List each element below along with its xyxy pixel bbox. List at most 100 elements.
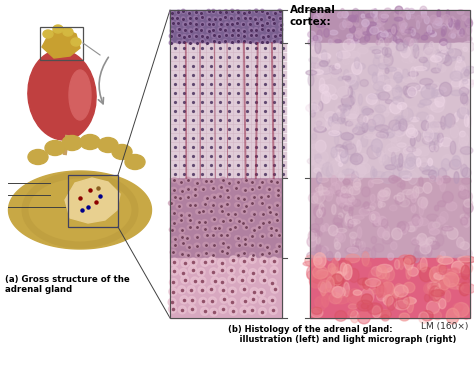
Ellipse shape <box>260 27 264 31</box>
Ellipse shape <box>449 159 461 170</box>
Bar <box>216 152 224 160</box>
Ellipse shape <box>236 28 240 32</box>
Bar <box>216 98 224 106</box>
Ellipse shape <box>454 302 469 317</box>
Ellipse shape <box>258 194 264 199</box>
Ellipse shape <box>365 278 381 287</box>
Bar <box>198 116 206 124</box>
Bar <box>170 258 282 318</box>
Ellipse shape <box>343 58 350 65</box>
Bar <box>243 98 251 106</box>
Ellipse shape <box>398 221 409 233</box>
Ellipse shape <box>460 262 473 274</box>
Ellipse shape <box>456 237 464 248</box>
Ellipse shape <box>350 311 359 323</box>
Ellipse shape <box>423 60 430 71</box>
Ellipse shape <box>406 162 415 170</box>
Bar <box>252 152 260 160</box>
Bar <box>171 161 179 169</box>
Bar <box>216 62 224 70</box>
Ellipse shape <box>273 34 277 38</box>
Ellipse shape <box>310 275 321 288</box>
Ellipse shape <box>332 113 338 123</box>
Bar <box>261 116 269 124</box>
Ellipse shape <box>345 214 352 224</box>
Ellipse shape <box>230 22 234 26</box>
Ellipse shape <box>404 23 407 27</box>
Ellipse shape <box>452 155 461 166</box>
Ellipse shape <box>181 17 185 21</box>
Ellipse shape <box>342 260 350 271</box>
Ellipse shape <box>204 233 210 238</box>
Ellipse shape <box>438 133 443 147</box>
Ellipse shape <box>465 115 469 126</box>
Ellipse shape <box>428 284 441 294</box>
Ellipse shape <box>453 43 465 49</box>
Bar <box>261 53 269 61</box>
Ellipse shape <box>211 217 217 222</box>
Bar <box>180 98 188 106</box>
Ellipse shape <box>420 158 427 167</box>
Ellipse shape <box>372 49 381 54</box>
Ellipse shape <box>257 243 264 248</box>
Bar <box>243 89 251 97</box>
Ellipse shape <box>344 70 349 81</box>
Ellipse shape <box>259 297 267 305</box>
Bar <box>225 161 233 169</box>
Bar <box>252 98 260 106</box>
Ellipse shape <box>330 148 345 154</box>
Ellipse shape <box>442 25 446 28</box>
Bar <box>225 116 233 124</box>
Ellipse shape <box>335 223 343 233</box>
Ellipse shape <box>311 46 319 57</box>
Ellipse shape <box>314 168 320 173</box>
Ellipse shape <box>227 227 233 232</box>
Bar <box>198 71 206 79</box>
Ellipse shape <box>349 186 360 195</box>
Ellipse shape <box>396 158 402 167</box>
Ellipse shape <box>337 260 352 271</box>
Ellipse shape <box>247 306 255 314</box>
Ellipse shape <box>401 28 406 35</box>
Bar <box>310 10 470 318</box>
Ellipse shape <box>437 256 443 263</box>
Ellipse shape <box>419 218 428 226</box>
Ellipse shape <box>247 22 252 26</box>
Ellipse shape <box>345 217 351 226</box>
Ellipse shape <box>330 275 344 286</box>
Ellipse shape <box>362 187 370 197</box>
Ellipse shape <box>200 186 206 191</box>
Ellipse shape <box>260 220 266 225</box>
Ellipse shape <box>335 39 341 43</box>
Ellipse shape <box>417 158 421 167</box>
Ellipse shape <box>230 33 234 38</box>
Ellipse shape <box>341 95 355 107</box>
Ellipse shape <box>378 92 390 100</box>
Ellipse shape <box>442 192 453 203</box>
Ellipse shape <box>427 115 434 121</box>
Ellipse shape <box>359 241 365 251</box>
Ellipse shape <box>218 10 222 14</box>
Bar <box>216 80 224 88</box>
Ellipse shape <box>319 78 325 91</box>
Ellipse shape <box>354 35 358 41</box>
Ellipse shape <box>352 139 360 147</box>
Bar <box>234 170 242 178</box>
Bar <box>243 44 251 52</box>
Ellipse shape <box>406 189 417 199</box>
Ellipse shape <box>307 271 314 279</box>
Ellipse shape <box>184 235 191 241</box>
Ellipse shape <box>433 168 439 182</box>
Ellipse shape <box>201 209 206 214</box>
Ellipse shape <box>424 33 431 36</box>
Ellipse shape <box>228 287 237 295</box>
Ellipse shape <box>418 263 427 270</box>
Ellipse shape <box>347 37 350 45</box>
Ellipse shape <box>415 245 426 256</box>
Ellipse shape <box>265 34 270 38</box>
Ellipse shape <box>379 151 384 164</box>
Ellipse shape <box>350 237 355 246</box>
Bar <box>243 107 251 115</box>
Ellipse shape <box>322 162 333 176</box>
Ellipse shape <box>318 280 331 293</box>
